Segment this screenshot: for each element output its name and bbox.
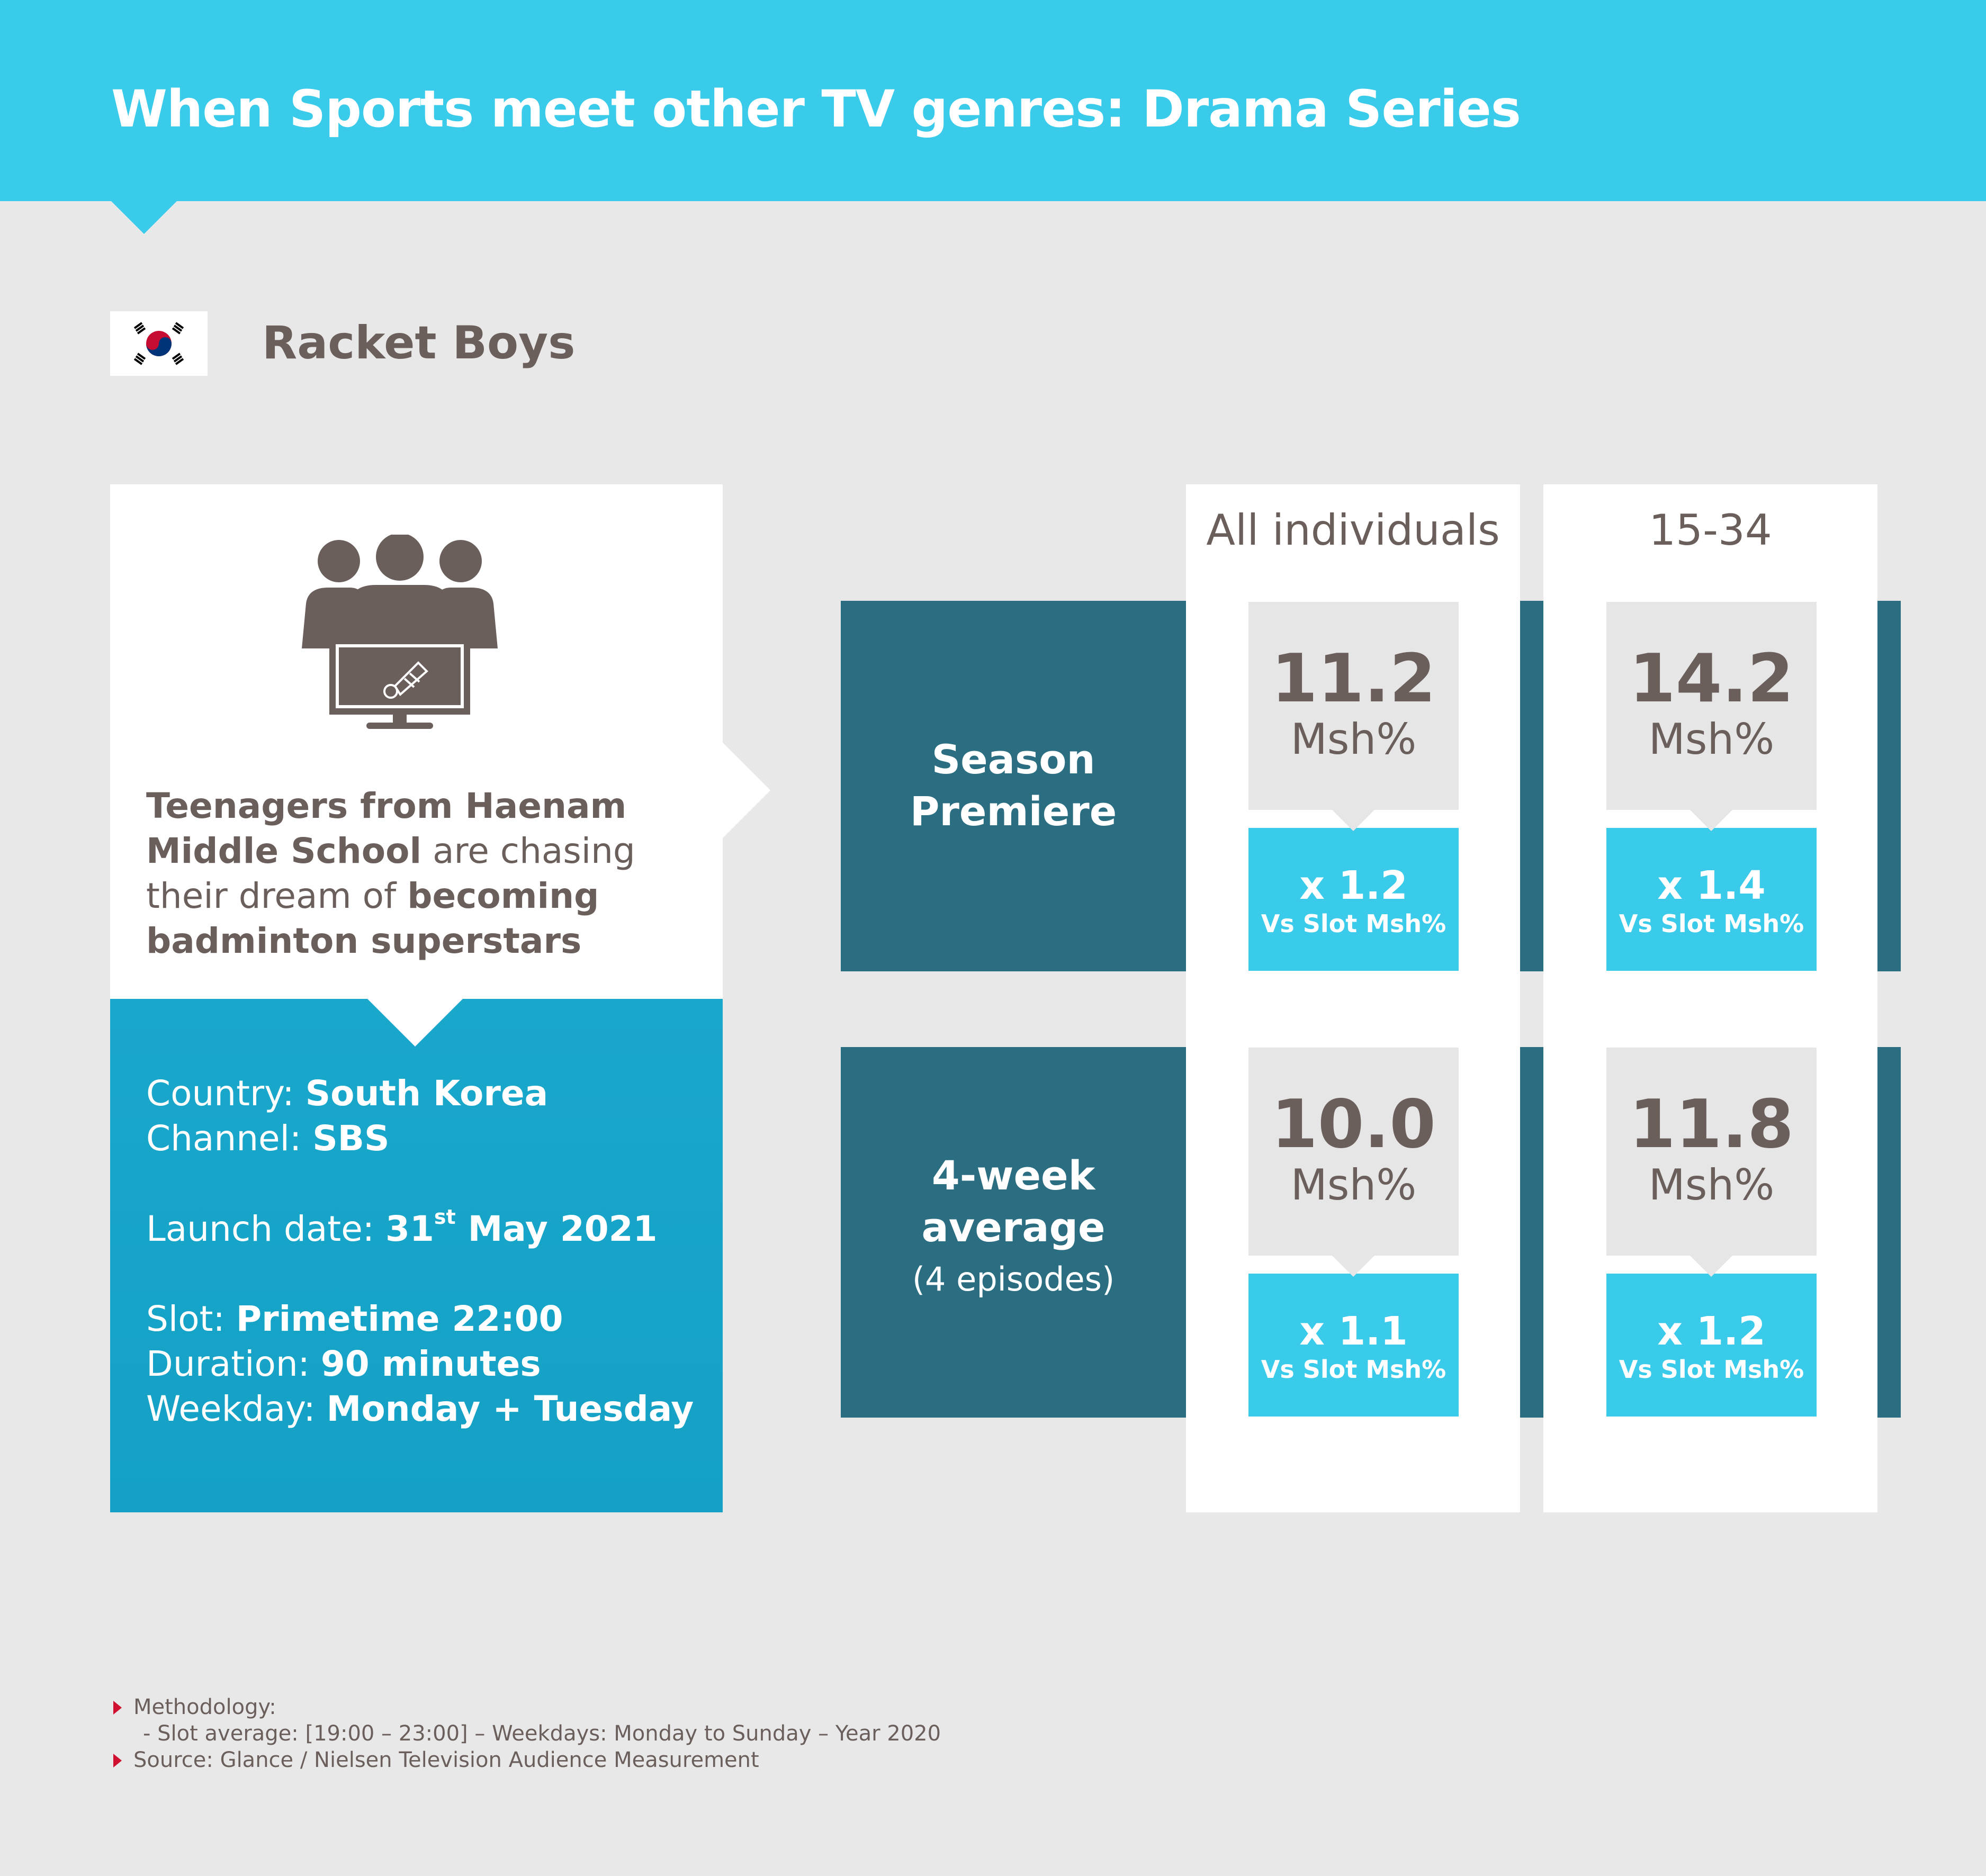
footer-methodology: Methodology: — [133, 1695, 276, 1719]
ratio-notch — [1690, 1256, 1732, 1277]
show-title: Racket Boys — [262, 317, 576, 369]
header-pointer — [110, 200, 178, 234]
ratio-box — [1248, 828, 1459, 971]
ratio-notch — [1332, 810, 1374, 831]
column-header-all: All individuals — [1206, 506, 1500, 555]
launch-date-value: 31st May 2021 — [385, 1205, 658, 1249]
footer-source: Source: Glance / Nielsen Television Audi… — [133, 1748, 759, 1772]
header-banner — [0, 0, 1986, 201]
value-box — [1606, 602, 1817, 810]
value-box — [1248, 1048, 1459, 1256]
show-description: Teenagers from Haenam Middle School are … — [146, 783, 707, 963]
ratio-number: x 1.2 — [1657, 1309, 1766, 1354]
country-line: Country: South Korea — [146, 1073, 549, 1114]
row-label-4-week-average — [841, 1047, 1186, 1418]
channel-line: Channel: SBS — [146, 1118, 390, 1159]
info-pointer — [366, 998, 464, 1047]
ratio-label: Vs Slot Msh% — [1261, 909, 1446, 938]
value-unit: Msh% — [1290, 1160, 1417, 1210]
weekday-line: Weekday: Monday + Tuesday — [146, 1388, 694, 1429]
ratio-label: Vs Slot Msh% — [1619, 1355, 1804, 1384]
value-unit: Msh% — [1648, 1160, 1775, 1210]
ratio-notch — [1690, 810, 1732, 831]
description-text: are chasing their dream of — [146, 831, 635, 916]
value-unit: Msh% — [1648, 715, 1775, 764]
band-strip — [1520, 601, 1543, 971]
value-number: 10.0 — [1271, 1085, 1436, 1163]
column-header-15-34: 15-34 — [1649, 506, 1772, 555]
ratio-notch — [1332, 1256, 1374, 1277]
ratio-label: Vs Slot Msh% — [1619, 909, 1804, 938]
row-label-season-premiere — [841, 601, 1186, 971]
ratio-box — [1606, 1274, 1817, 1417]
channel-value: SBS — [312, 1118, 390, 1159]
ratio-box — [1248, 1274, 1459, 1417]
description-pointer — [723, 743, 770, 838]
page-title: When Sports meet other TV genres: Drama … — [111, 79, 1521, 139]
launch-date-line: Launch date: 31st May 2021 — [146, 1205, 658, 1249]
row-label-text: 4-week average (4 episodes) — [912, 1152, 1115, 1298]
duration-line: Duration: 90 minutes — [146, 1343, 541, 1384]
value-unit: Msh% — [1290, 715, 1417, 764]
description-bold-1: Teenagers from Haenam Middle School — [146, 786, 627, 871]
row-label-text: Season Premiere — [910, 736, 1117, 835]
audience-badminton-tv-icon — [296, 533, 503, 736]
ratio-box — [1606, 828, 1817, 971]
band-strip — [1877, 601, 1901, 971]
country-value: South Korea — [305, 1073, 549, 1114]
value-box — [1248, 602, 1459, 810]
info-card — [110, 999, 723, 1512]
band-strip — [1877, 1047, 1901, 1418]
slot-value: Primetime 22:00 — [236, 1298, 563, 1339]
description-bold-2: becoming badminton superstars — [146, 876, 599, 961]
south-korea-flag-icon — [110, 311, 208, 376]
value-number: 11.2 — [1271, 639, 1436, 717]
value-number: 14.2 — [1629, 639, 1794, 717]
ratio-number: x 1.1 — [1299, 1309, 1408, 1354]
ratio-label: Vs Slot Msh% — [1261, 1355, 1446, 1384]
slot-line: Slot: Primetime 22:00 — [146, 1298, 563, 1339]
ratio-number: x 1.2 — [1299, 863, 1408, 908]
weekday-value: Monday + Tuesday — [326, 1388, 694, 1429]
band-strip — [1520, 1047, 1543, 1418]
duration-value: 90 minutes — [320, 1343, 541, 1384]
ratio-number: x 1.4 — [1657, 863, 1766, 908]
bullet-icon — [113, 1754, 122, 1767]
bullet-icon — [113, 1701, 122, 1715]
value-number: 11.8 — [1629, 1085, 1794, 1163]
footer-slot-average: - Slot average: [19:00 – 23:00] – Weekda… — [143, 1721, 941, 1746]
value-box — [1606, 1048, 1817, 1256]
